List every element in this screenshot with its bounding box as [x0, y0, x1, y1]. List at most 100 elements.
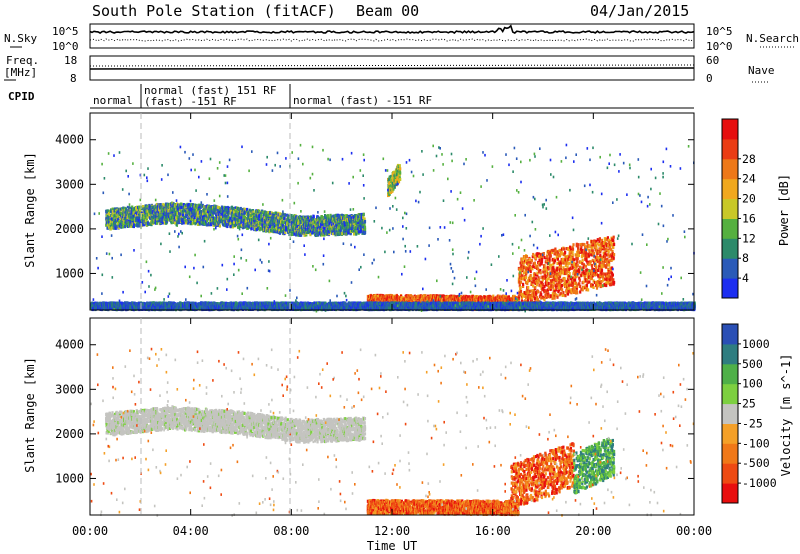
heatmap-cell [138, 224, 141, 228]
heatmap-cell [398, 164, 401, 168]
cpid-segment-2b: (fast) -151 RF [144, 95, 237, 108]
heatmap-cell [202, 212, 205, 216]
heatmap-cell [163, 204, 166, 208]
heatmap-cell [212, 223, 215, 227]
heatmap-cell [204, 205, 207, 209]
heatmap-cell [230, 225, 233, 229]
heatmap-cell [279, 212, 282, 216]
heatmap-cell [129, 212, 132, 216]
heatmap-cell [126, 215, 129, 220]
heatmap-cell [199, 203, 202, 207]
heatmap-cell [215, 219, 218, 223]
heatmap-cell [204, 221, 207, 225]
heatmap-cell [131, 205, 134, 209]
heatmap-cell [111, 226, 114, 230]
nsky-tick-bottom: 10^0 [52, 40, 79, 53]
heatmap-cell [113, 222, 117, 226]
heatmap-cell [163, 212, 166, 216]
heatmap-cell [111, 210, 114, 214]
heatmap-cell [243, 207, 246, 211]
heatmap-cell [239, 218, 242, 222]
heatmap-cell [158, 215, 161, 220]
heatmap-cell [211, 221, 214, 225]
heatmap-cell [228, 218, 231, 222]
heatmap-cell [180, 206, 183, 210]
heatmap-cell [171, 206, 174, 210]
heatmap-cell [194, 220, 197, 224]
heatmap-cell [240, 219, 243, 223]
heatmap-cell [177, 221, 180, 225]
heatmap-cell [244, 225, 247, 229]
heatmap-cell [109, 217, 112, 221]
cpid-label: CPID [8, 90, 35, 103]
heatmap-cell [243, 211, 246, 215]
heatmap-cell [159, 203, 162, 207]
heatmap-cell [117, 226, 120, 230]
heatmap-cell [144, 219, 148, 223]
heatmap-cell [399, 171, 402, 175]
heatmap-cell [178, 207, 182, 211]
heatmap-cell [180, 202, 183, 206]
heatmap-cell [132, 214, 135, 218]
heatmap-cell [213, 220, 216, 224]
heatmap-cell [125, 217, 128, 221]
heatmap-cell [218, 210, 221, 214]
heatmap-cell [161, 221, 164, 225]
heatmap-cell [150, 212, 153, 216]
heatmap-cell [209, 220, 212, 224]
heatmap-cell [142, 219, 145, 223]
heatmap-cell [184, 221, 187, 225]
heatmap-cell [160, 209, 163, 213]
heatmap-cell [157, 208, 161, 212]
heatmap-cell [234, 206, 237, 210]
heatmap-cell [124, 207, 127, 211]
heatmap-cell [165, 215, 168, 219]
heatmap-cell [122, 213, 125, 217]
heatmap-cell [239, 206, 242, 211]
heatmap-cell [214, 218, 217, 222]
heatmap-cell [137, 219, 140, 223]
heatmap-cell [203, 216, 206, 221]
heatmap-cell [239, 214, 242, 218]
nave-label: Nave [748, 64, 775, 77]
heatmap-cell [363, 230, 367, 234]
heatmap-cell [156, 210, 159, 214]
heatmap-cell [137, 223, 140, 227]
heatmap-cell [149, 222, 152, 226]
heatmap-cell [109, 222, 112, 226]
heatmap-cell [210, 207, 213, 211]
heatmap-cell [119, 210, 122, 214]
heatmap-cell [149, 216, 152, 221]
heatmap-cell [125, 213, 128, 217]
heatmap-cell [217, 223, 220, 227]
heatmap-cell [137, 221, 140, 225]
nsearch-label: N.Search [746, 32, 799, 45]
heatmap-cell [213, 206, 216, 210]
heatmap-cell [121, 207, 124, 211]
heatmap-cell [199, 210, 202, 214]
heatmap-cell [239, 221, 242, 225]
freq-tick-top: 18 [64, 54, 77, 67]
heatmap-cell [195, 212, 198, 216]
heatmap-cell [176, 212, 179, 216]
heatmap-cell [106, 209, 109, 213]
heatmap-cell [235, 212, 238, 216]
heatmap-cell [111, 207, 114, 211]
heatmap-cell [233, 223, 237, 227]
heatmap-cell [146, 205, 149, 209]
heatmap-cell [242, 222, 245, 226]
heatmap-cell [155, 221, 159, 225]
heatmap-cell [148, 213, 151, 217]
heatmap-cell [143, 217, 146, 221]
heatmap-cell [196, 220, 199, 224]
heatmap-cell [146, 207, 149, 211]
heatmap-cell [217, 206, 221, 210]
heatmap-cell [161, 218, 164, 222]
heatmap-cell [206, 204, 209, 208]
heatmap-cell [225, 207, 228, 211]
heatmap-cell [195, 204, 198, 208]
cpid-segment-2a: normal (fast) 151 RF [144, 84, 276, 97]
nsky-label: N.Sky [4, 32, 37, 45]
heatmap-cell [109, 220, 112, 224]
